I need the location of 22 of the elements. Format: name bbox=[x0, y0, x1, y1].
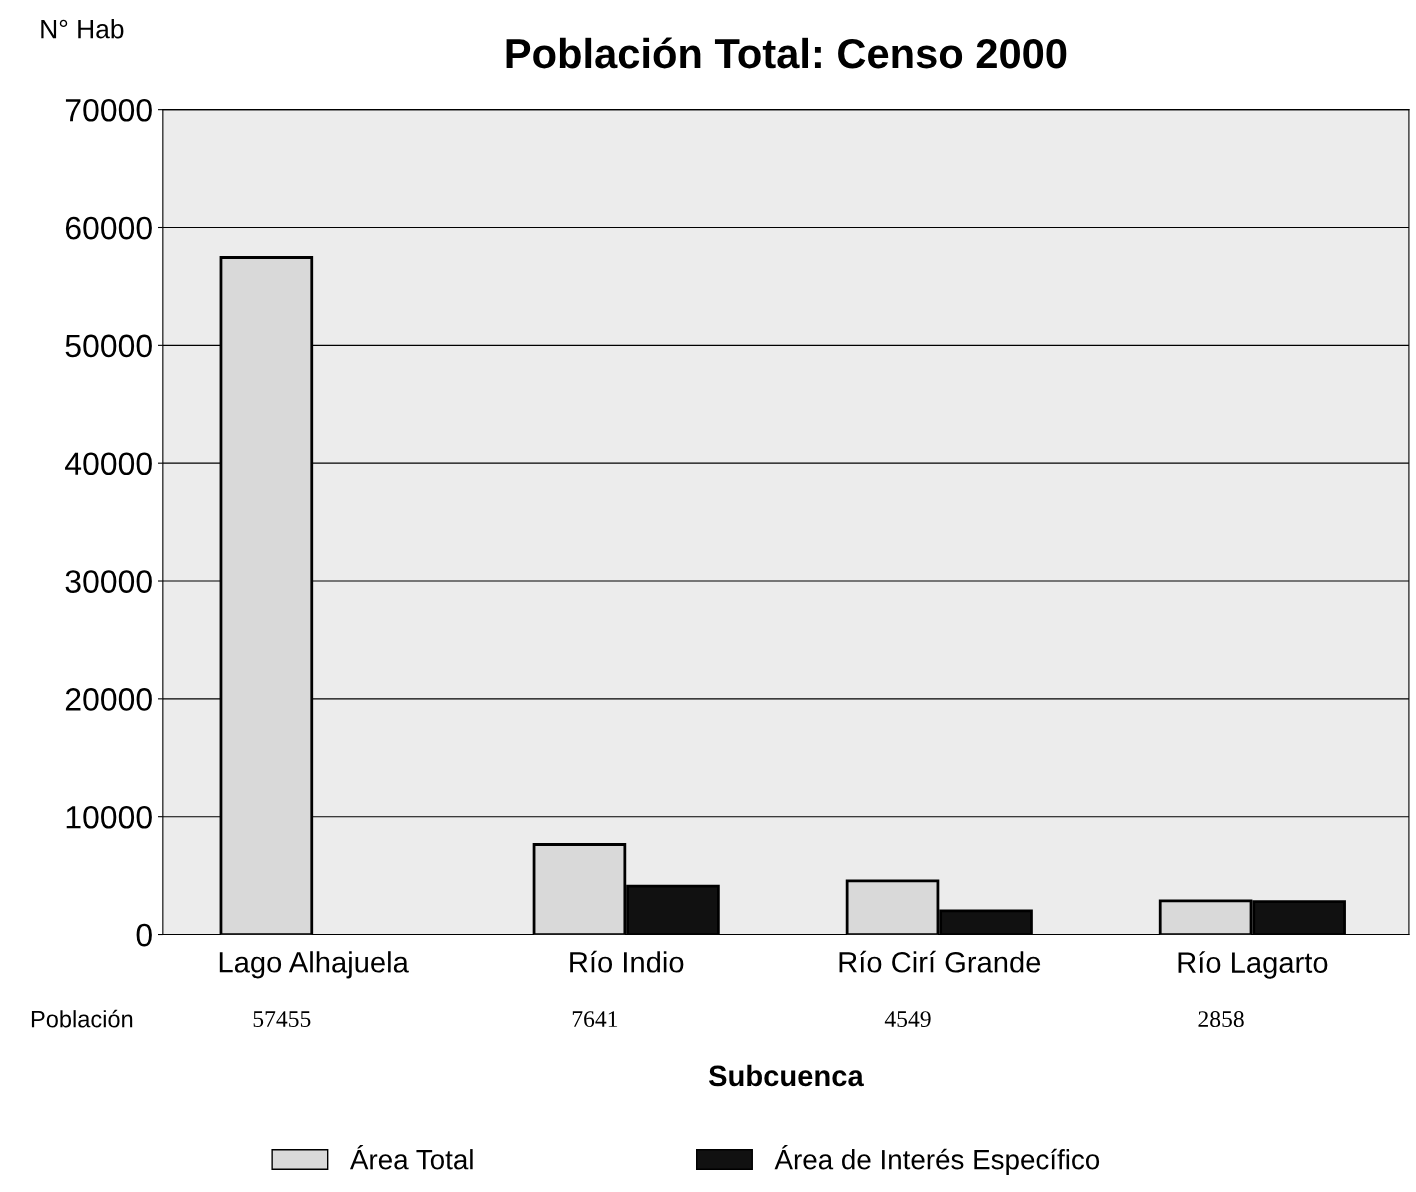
x-tick-label: Río Cirí Grande bbox=[839, 950, 1041, 973]
x-axis-title: Subcuenca bbox=[708, 1064, 864, 1087]
x-tick-label: Río Indio bbox=[570, 950, 684, 973]
data-label: 57455 bbox=[253, 1011, 311, 1028]
y-axis-title: N° Hab bbox=[41, 19, 124, 39]
y-tick-label: 0 bbox=[136, 923, 152, 947]
x-tick-label: Río Lagarto bbox=[1178, 951, 1328, 979]
chart-title: Población Total: Censo 2000 bbox=[506, 37, 1067, 69]
legend-label: Área Total bbox=[349, 1145, 473, 1170]
y-tick-label: 30000 bbox=[65, 570, 152, 593]
text: Población bbox=[31, 1009, 133, 1028]
data-label: 4549 bbox=[884, 1011, 931, 1028]
x-tick-label: Lago Alhajuela bbox=[219, 951, 409, 979]
data-label: 7641 bbox=[572, 1011, 618, 1028]
legend-label: Área de Interés Específico bbox=[774, 1145, 1100, 1175]
y-tick-label: 10000 bbox=[66, 805, 152, 829]
y-tick-label: 20000 bbox=[65, 688, 152, 711]
data-label: 2858 bbox=[1198, 1011, 1244, 1028]
y-tick-label: 50000 bbox=[65, 334, 152, 358]
y-tick-label: 70000 bbox=[65, 98, 152, 122]
y-tick-label: 60000 bbox=[65, 216, 152, 240]
y-tick-label: 40000 bbox=[65, 452, 152, 476]
